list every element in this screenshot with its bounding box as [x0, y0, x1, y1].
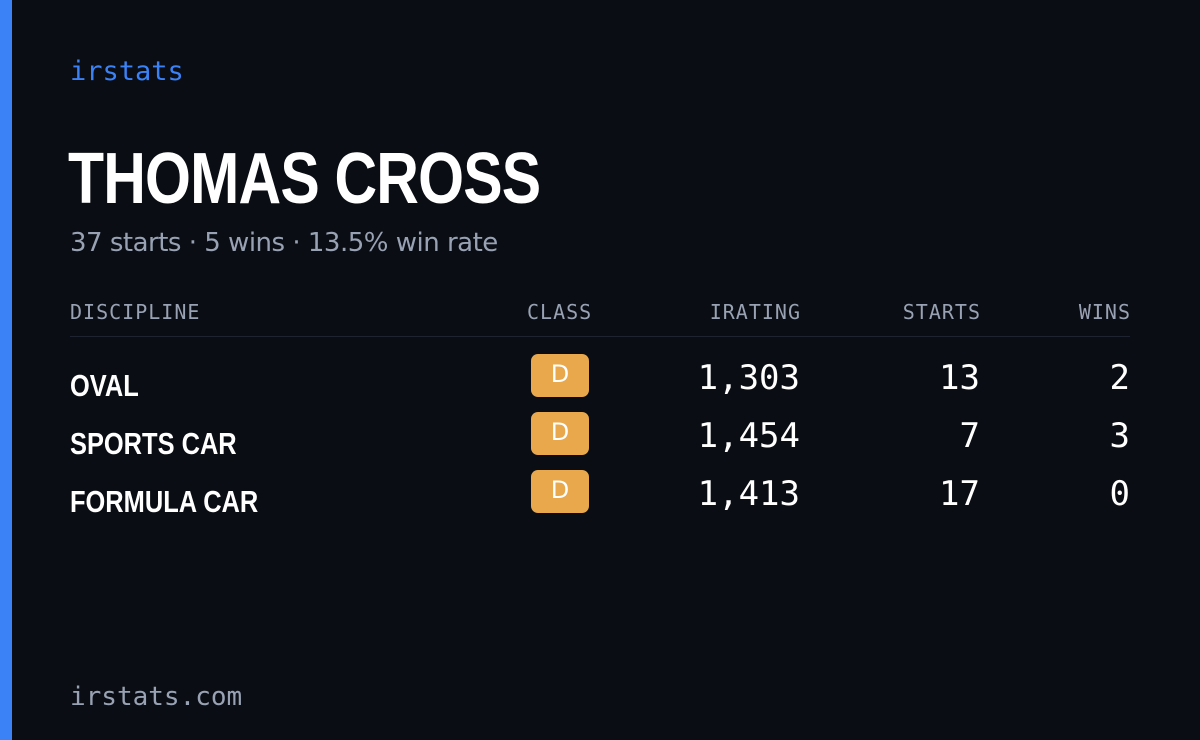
column-header-starts: STARTS — [902, 300, 981, 324]
header-divider — [70, 336, 1130, 337]
footer-url: irstats.com — [70, 682, 243, 712]
brand-logo: irstats — [70, 56, 184, 87]
column-header-discipline: DISCIPLINE — [70, 300, 201, 324]
irating-value: 1,303 — [697, 358, 800, 398]
driver-summary: 37 starts · 5 wins · 13.5% win rate — [70, 228, 498, 258]
accent-bar — [0, 0, 12, 740]
starts-value: 7 — [959, 416, 980, 456]
starts-value: 13 — [939, 358, 980, 398]
discipline-name: FORMULA CAR — [70, 484, 259, 519]
starts-value: 17 — [939, 474, 980, 514]
table-row: OVAL D 1,303 13 2 — [0, 354, 1200, 412]
column-header-irating: IRATING — [709, 300, 801, 324]
column-header-class: CLASS — [527, 300, 593, 324]
license-class-badge: D — [531, 412, 589, 455]
wins-value: 0 — [1109, 474, 1130, 514]
wins-value: 3 — [1109, 416, 1130, 456]
irating-value: 1,413 — [697, 474, 800, 514]
table-row: SPORTS CAR D 1,454 7 3 — [0, 412, 1200, 470]
table-row: FORMULA CAR D 1,413 17 0 — [0, 470, 1200, 528]
irating-value: 1,454 — [697, 416, 800, 456]
discipline-name: OVAL — [70, 368, 139, 403]
license-class-badge: D — [531, 470, 589, 513]
license-class-badge: D — [531, 354, 589, 397]
discipline-name: SPORTS CAR — [70, 426, 237, 461]
driver-name: THOMAS CROSS — [68, 139, 541, 219]
wins-value: 2 — [1109, 358, 1130, 398]
column-header-wins: WINS — [1078, 300, 1131, 324]
